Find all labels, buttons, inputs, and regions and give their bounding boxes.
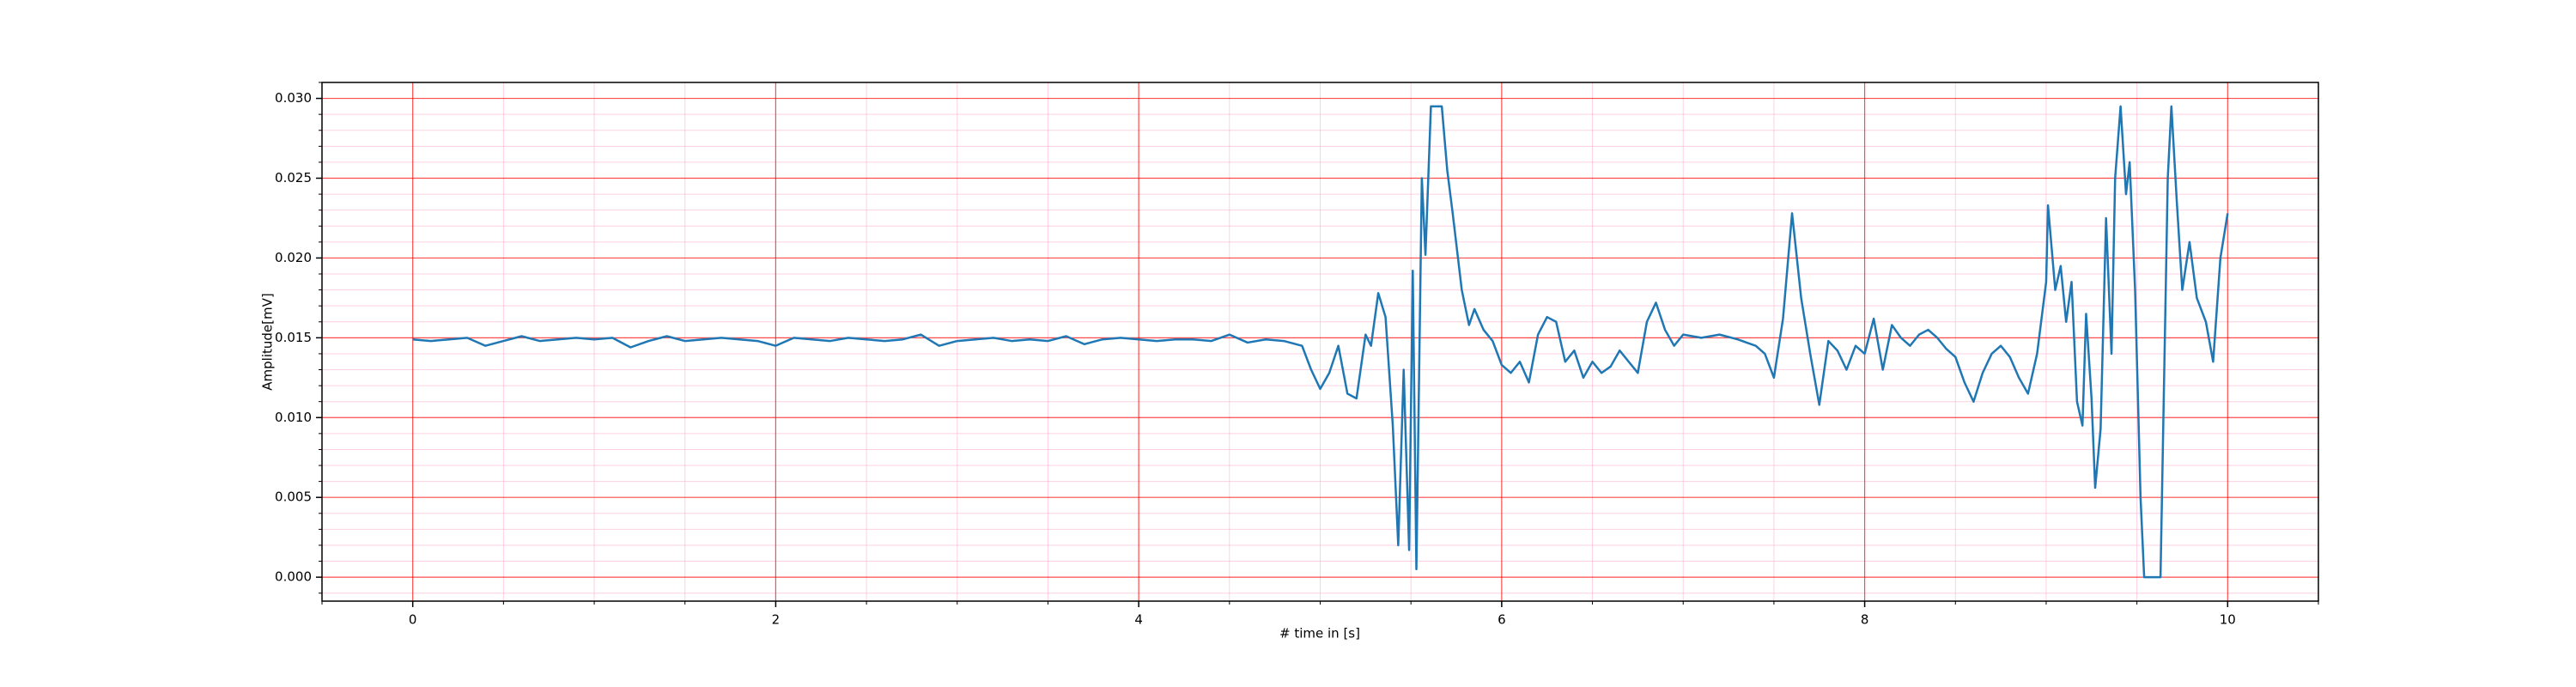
- plot-frame: [321, 82, 2319, 602]
- y-tick-label: 0.010: [275, 410, 312, 425]
- x-tick-label: 2: [772, 612, 781, 628]
- y-tick-label: 0.000: [275, 569, 312, 585]
- x-tick-label: 10: [2220, 612, 2236, 628]
- x-tick-label: 8: [1861, 612, 1869, 628]
- x-tick-label: 6: [1498, 612, 1506, 628]
- x-tick-label: 0: [409, 612, 417, 628]
- y-tick-label: 0.020: [275, 250, 312, 265]
- y-tick-label: 0.005: [275, 489, 312, 505]
- y-tick-label: 0.030: [275, 90, 312, 106]
- y-tick-label: 0.025: [275, 170, 312, 185]
- y-tick-label: 0.015: [275, 330, 312, 345]
- y-axis-label: Amplitude[mV]: [260, 293, 276, 390]
- data-line: [412, 105, 2229, 579]
- x-tick-label: 4: [1134, 612, 1143, 628]
- x-axis-label: # time in [s]: [1279, 626, 1360, 641]
